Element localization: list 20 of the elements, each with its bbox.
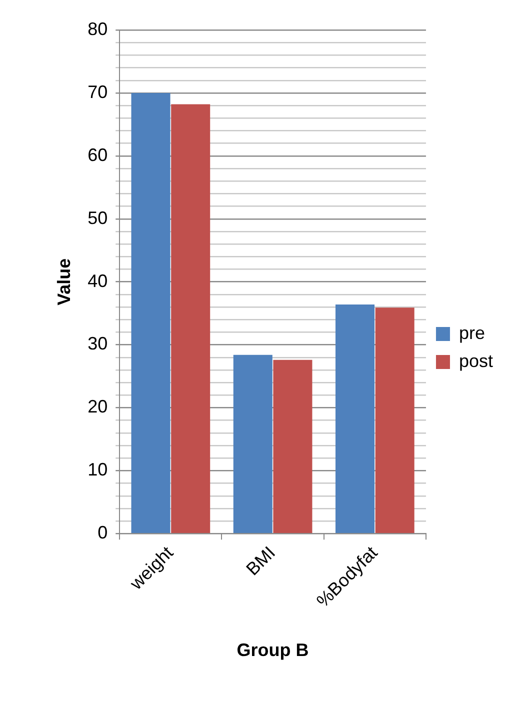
y-tick-label: 30	[88, 334, 108, 354]
y-tick-label: 70	[88, 82, 108, 102]
bar	[131, 92, 170, 534]
y-tick-label: 0	[98, 522, 108, 543]
y-tick-label: 40	[88, 270, 108, 291]
bar	[335, 304, 375, 534]
y-tick-label: 60	[88, 144, 108, 165]
bar	[233, 354, 272, 534]
y-axis-title: Value	[54, 258, 74, 306]
y-tick-label: 20	[88, 396, 108, 417]
y-tick-label: 50	[88, 208, 108, 228]
bar	[171, 104, 210, 534]
bar	[375, 308, 414, 534]
bar	[273, 360, 312, 534]
x-tick-label: BMI	[242, 542, 280, 580]
legend-label: post	[458, 350, 494, 371]
x-axis-title: Group B	[236, 640, 309, 660]
y-tick-label: 80	[88, 18, 108, 39]
y-tick-label: 10	[88, 460, 108, 480]
legend-label: pre	[458, 322, 485, 343]
